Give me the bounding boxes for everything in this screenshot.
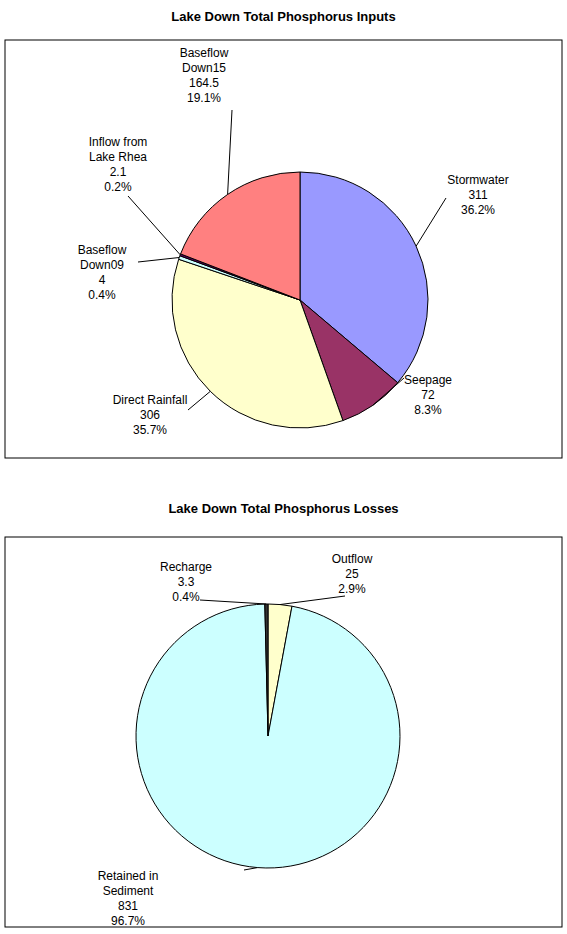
slice-value: 2.1 xyxy=(110,165,127,179)
slice-label: Stormwater xyxy=(447,173,508,187)
slice-label: Outflow xyxy=(332,552,373,566)
pie-slice xyxy=(265,604,268,736)
slice-percent: 0.4% xyxy=(88,288,116,302)
slice-label: BaseflowDown15 xyxy=(180,46,229,75)
slice-value: 3.3 xyxy=(178,575,195,589)
leader-line xyxy=(200,600,266,604)
slice-value: 831 xyxy=(118,899,138,913)
pie-slice xyxy=(181,172,300,300)
leader-line xyxy=(188,391,210,410)
slice-percent: 2.9% xyxy=(338,582,366,596)
slice-value: 25 xyxy=(345,567,359,581)
chart-frame xyxy=(5,537,562,927)
slice-percent: 0.2% xyxy=(104,180,132,194)
slice-percent: 36.2% xyxy=(461,203,495,217)
chart-root: Lake Down Total Phosphorus Inputs Stormwa… xyxy=(0,0,567,934)
leader-line xyxy=(128,196,180,255)
pie-slices xyxy=(136,604,400,868)
slice-value: 4 xyxy=(99,273,106,287)
leader-line xyxy=(244,868,258,870)
slice-percent: 19.1% xyxy=(187,91,221,105)
slice-percent: 35.7% xyxy=(133,423,167,437)
slice-percent: 0.4% xyxy=(172,590,200,604)
leader-line xyxy=(373,378,404,405)
slice-value: 306 xyxy=(140,408,160,422)
slice-label: Inflow fromLake Rhea xyxy=(89,135,148,164)
leader-line xyxy=(280,596,345,605)
leader-line xyxy=(138,258,179,262)
leader-line xyxy=(416,198,446,246)
chart-title: Lake Down Total Phosphorus Losses xyxy=(168,501,398,516)
leader-line xyxy=(228,110,232,194)
chart-title: Lake Down Total Phosphorus Inputs xyxy=(171,9,395,24)
slice-value: 164.5 xyxy=(189,76,219,90)
slice-percent: 96.7% xyxy=(111,914,145,928)
pie-slices xyxy=(172,172,428,428)
pie-slice xyxy=(136,604,400,868)
slice-value: 72 xyxy=(421,388,435,402)
slice-label: Direct Rainfall xyxy=(113,393,188,407)
chart-frame xyxy=(5,40,562,458)
slice-label: Recharge xyxy=(160,560,212,574)
slice-label: Retained inSediment xyxy=(98,869,159,898)
slice-value: 311 xyxy=(468,188,487,202)
slice-label: BaseflowDown09 xyxy=(78,243,127,272)
slice-label: Seepage xyxy=(404,373,452,387)
slice-percent: 8.3% xyxy=(414,403,442,417)
